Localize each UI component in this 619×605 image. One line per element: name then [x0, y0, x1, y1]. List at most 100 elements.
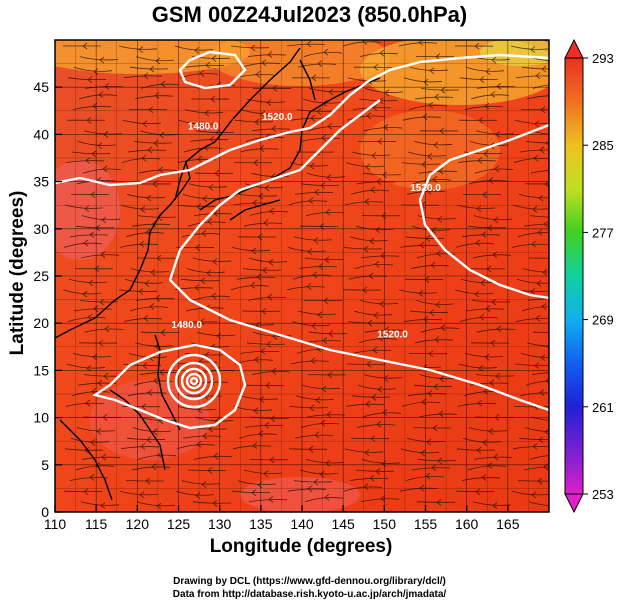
- streamline: [469, 382, 509, 386]
- streamline: [124, 278, 164, 284]
- credit-data: Data from http://database.rish.kyoto-u.a…: [172, 589, 447, 600]
- streamline: [455, 490, 495, 493]
- streamline-arrow: [202, 195, 208, 203]
- streamline: [127, 392, 167, 397]
- streamline-arrow: [438, 167, 444, 175]
- streamline: [290, 360, 330, 365]
- streamline-arrow: [377, 138, 383, 145]
- streamline-arrow: [541, 65, 547, 73]
- streamline: [512, 204, 549, 210]
- streamline-arrow: [97, 142, 103, 150]
- streamline-arrow: [419, 484, 425, 492]
- streamline-arrow: [147, 146, 153, 154]
- streamline: [240, 350, 280, 354]
- streamline: [510, 45, 549, 50]
- streamline: [464, 105, 504, 110]
- streamline-arrow: [486, 265, 492, 273]
- streamline-arrow: [197, 155, 203, 163]
- streamline-arrow: [251, 489, 257, 497]
- streamline: [411, 467, 451, 471]
- streamline: [297, 63, 337, 68]
- streamline-arrow: [551, 418, 555, 424]
- streamline-arrow: [364, 449, 370, 456]
- temperature-field: [55, 40, 549, 512]
- streamline: [191, 295, 231, 301]
- streamline: [240, 109, 280, 115]
- streamline-arrow: [83, 239, 89, 247]
- streamline: [528, 501, 549, 506]
- streamline: [238, 194, 278, 197]
- streamline-arrow: [493, 216, 499, 224]
- streamline: [525, 141, 549, 144]
- colorbar: 253 261 269 277 285 293: [564, 38, 614, 514]
- streamline: [515, 75, 549, 79]
- streamline: [81, 456, 121, 460]
- streamline: [79, 300, 119, 303]
- streamline: [80, 501, 120, 506]
- streamline-arrow: [253, 159, 259, 167]
- colorbar-tick-label: 285: [592, 138, 614, 153]
- streamline: [352, 349, 392, 354]
- contour-label: 1520.0: [262, 112, 293, 123]
- streamline: [138, 169, 178, 174]
- streamline-arrow: [259, 396, 265, 403]
- streamline-arrow: [265, 382, 271, 389]
- streamline-arrow: [254, 118, 260, 126]
- streamline: [355, 225, 395, 231]
- streamline: [135, 297, 175, 301]
- streamline: [525, 380, 549, 386]
- streamline-arrow: [200, 277, 206, 285]
- streamline: [120, 204, 160, 210]
- streamline: [178, 361, 218, 365]
- streamline-arrow: [140, 443, 146, 450]
- streamline: [252, 331, 292, 337]
- streamline-arrow: [317, 311, 323, 319]
- colorbar-tick-label: 293: [592, 51, 614, 66]
- streamline: [123, 75, 163, 79]
- streamline-arrow: [100, 502, 106, 509]
- streamline-arrow: [378, 335, 384, 342]
- streamline: [287, 488, 327, 492]
- streamline: [465, 66, 505, 72]
- streamline: [360, 255, 400, 259]
- colorbar-upper-arrow: [564, 38, 584, 59]
- streamline: [121, 158, 161, 163]
- streamline: [410, 265, 450, 269]
- streamline: [65, 160, 105, 163]
- streamline: [65, 402, 105, 407]
- streamline-arrow: [485, 68, 491, 75]
- streamline-arrow: [147, 389, 153, 396]
- streamline: [475, 130, 515, 135]
- streamline-arrow: [149, 65, 155, 73]
- streamline-arrow: [489, 379, 495, 387]
- streamline-arrow: [429, 67, 435, 75]
- streamline-arrow: [492, 502, 498, 509]
- streamline: [361, 459, 401, 464]
- streamline-arrow: [91, 150, 97, 158]
- x-tick-label: 145: [331, 516, 355, 532]
- streamline: [411, 225, 451, 231]
- streamline-arrow: [266, 99, 272, 106]
- streamline-arrow: [433, 141, 439, 149]
- streamline-arrow: [261, 307, 267, 315]
- streamline: [241, 62, 281, 68]
- streamline-arrow: [424, 276, 430, 283]
- streamline-arrow: [430, 261, 436, 269]
- streamline-arrow: [421, 161, 427, 168]
- streamline: [181, 480, 221, 485]
- streamline-arrow: [269, 456, 275, 464]
- contour-label-layer: 1480.0 1520.0 1480.0 1520.0 1520.0: [171, 112, 441, 340]
- streamline-arrow: [476, 205, 482, 212]
- streamline: [251, 371, 291, 375]
- streamline-arrow: [381, 212, 387, 220]
- streamline: [84, 328, 124, 333]
- streamline-arrow: [158, 166, 164, 174]
- streamline-arrow: [553, 81, 557, 87]
- streamline-arrow: [533, 154, 539, 162]
- streamline: [399, 487, 439, 492]
- streamline-arrow: [426, 438, 432, 446]
- streamline-arrow: [475, 488, 481, 496]
- streamline-arrow: [384, 326, 390, 334]
- streamline-arrow: [531, 491, 537, 499]
- streamline: [351, 151, 391, 156]
